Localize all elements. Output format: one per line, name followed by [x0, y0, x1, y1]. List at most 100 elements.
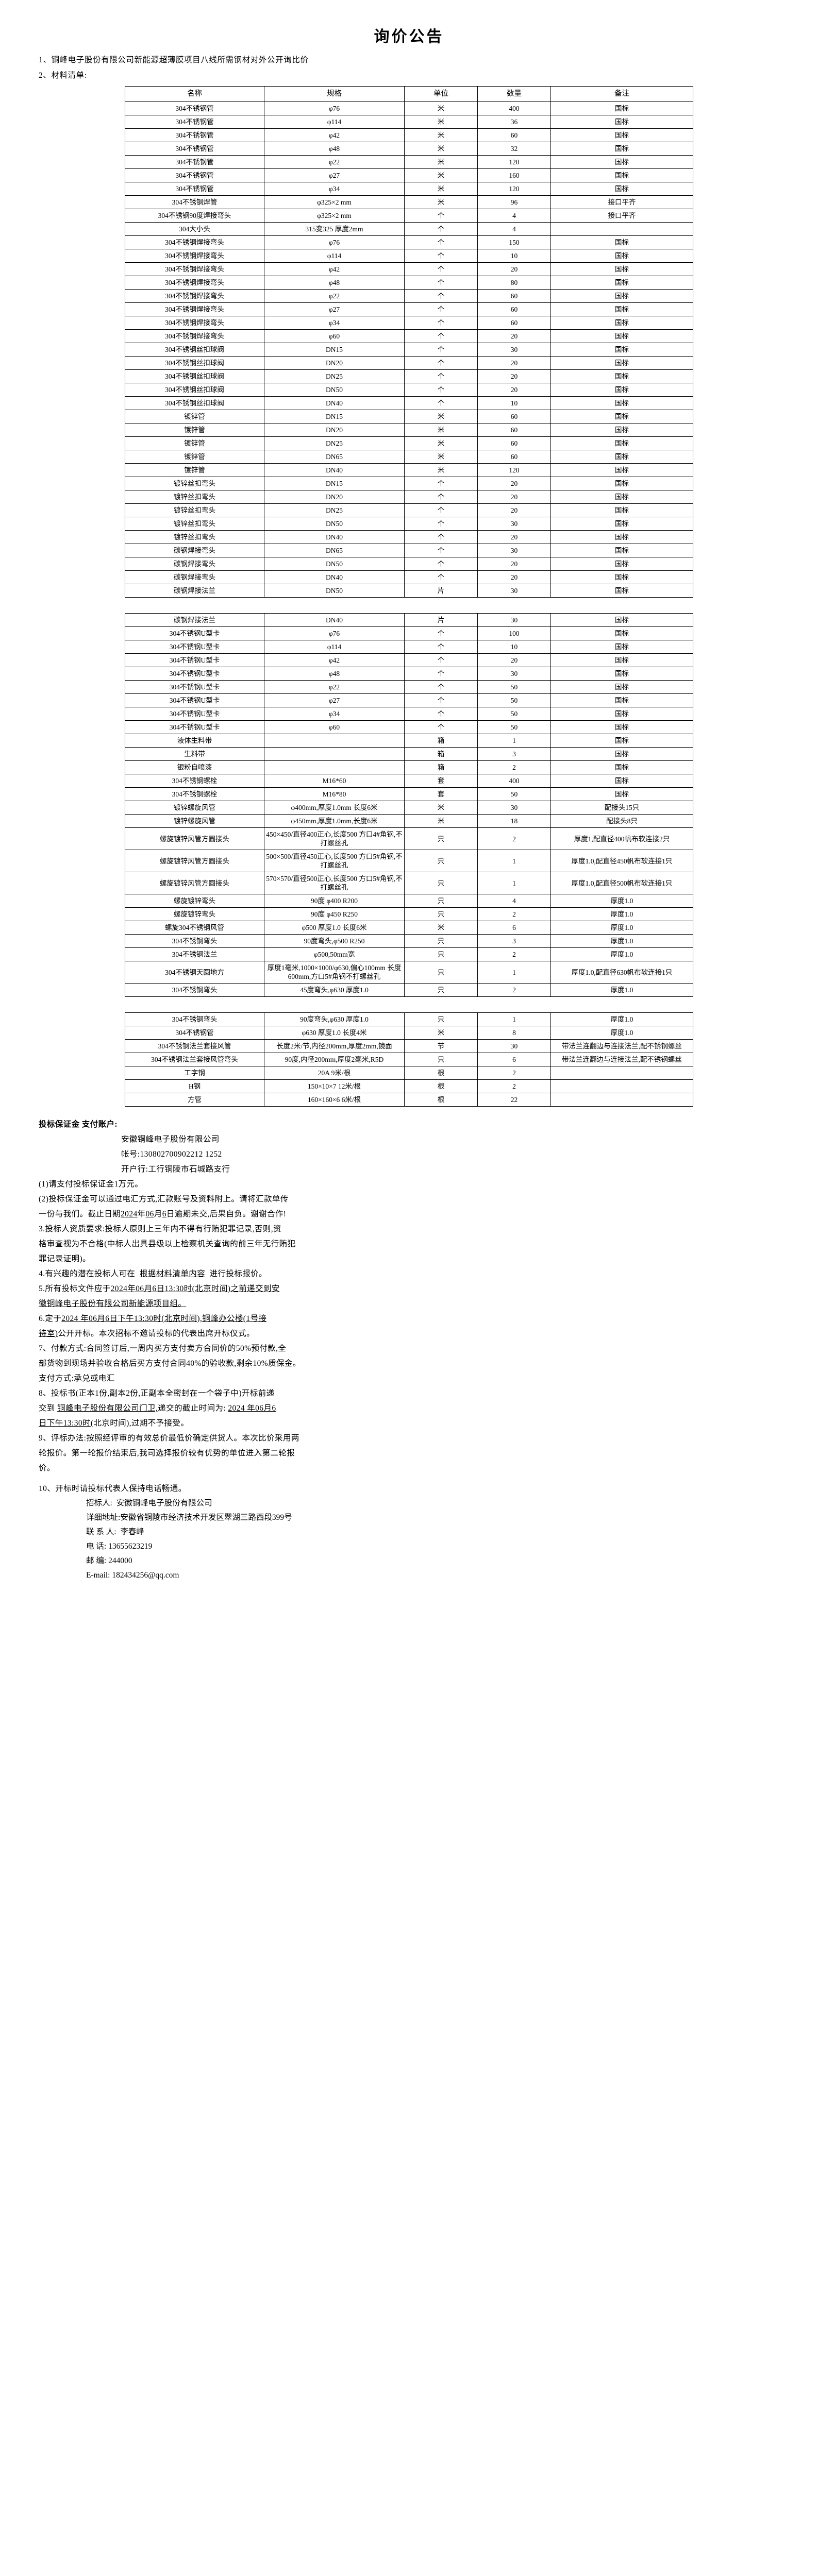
- table-cell: 304不锈钢管: [125, 168, 264, 182]
- table-cell: 国标: [550, 316, 693, 330]
- table-row: 碳钢焊接弯头 DN50 个 20 国标: [125, 557, 693, 571]
- table-cell: 国标: [550, 490, 693, 504]
- table-row: 304不锈钢丝扣球阀 DN50 个 20 国标: [125, 383, 693, 397]
- table-cell: 片: [404, 584, 478, 598]
- table-row: 304不锈钢管 φ34 米 120 国标: [125, 182, 693, 196]
- table-cell: 304不锈钢U型卡: [125, 667, 264, 681]
- document-page: 询价公告 1、铜峰电子股份有限公司新能源超薄膜项目八线所需钢材对外公开询比价 2…: [0, 24, 818, 1598]
- table-row: 碳钢焊接法兰 DN40 片 30 国标: [125, 613, 693, 627]
- table-cell: 国标: [550, 503, 693, 517]
- table-cell: 配接头8只: [550, 814, 693, 828]
- table-cell: 20: [477, 369, 551, 383]
- materials-tbody-1: 304不锈钢管 φ76 米 400 国标 304不锈钢管 φ114 米 36 国标 304不锈钢管 φ…: [125, 101, 693, 598]
- table-cell: 国标: [550, 667, 693, 681]
- table-cell: 国标: [550, 613, 693, 627]
- table-cell: M16*60: [264, 774, 405, 788]
- table-row: 304不锈钢管 φ630 厚度1.0 长度4米米 8 厚度1.0: [125, 1026, 693, 1040]
- table-cell: 米: [404, 801, 478, 815]
- table-cell: DN25: [264, 436, 405, 450]
- table-cell: 螺旋镀锌风管方圆接头: [125, 872, 264, 894]
- table-cell: 4: [477, 222, 551, 236]
- table-cell: 米: [404, 436, 478, 450]
- table-cell: 20: [477, 477, 551, 490]
- table-cell: 304不锈钢焊接弯头: [125, 262, 264, 276]
- table-cell: 个: [404, 653, 478, 667]
- materials-tbody-3: 304不锈钢弯头 90度弯头,φ630 厚度1.0 只 1 厚度1.0 304不锈钢管 φ6…: [125, 1012, 693, 1107]
- table-cell: 304不锈钢管: [125, 182, 264, 196]
- table-row: 镀锌丝扣弯头 DN25 个 20 国标: [125, 503, 693, 517]
- table-cell: 镀锌丝扣弯头: [125, 477, 264, 490]
- table-cell: 镀锌螺旋风管: [125, 801, 264, 815]
- table-cell: 304不锈钢管: [125, 142, 264, 156]
- table-cell: 6: [477, 1053, 551, 1066]
- table-cell: 个: [404, 222, 478, 236]
- table-cell: 304不锈钢法兰套接风管弯头: [125, 1053, 264, 1066]
- table-cell: φ325×2 mm: [264, 195, 405, 209]
- table-row: 304不锈钢管 φ27 米 160 国标: [125, 168, 693, 182]
- table-cell: φ114: [264, 640, 405, 654]
- materials-table-part3: 304不锈钢弯头 90度弯头,φ630 厚度1.0 只 1 厚度1.0 304不锈钢管 φ6…: [125, 1012, 693, 1107]
- table-row: 镀锌丝扣弯头 DN20 个 20 国标: [125, 490, 693, 504]
- col-header-unit: 单位: [404, 86, 478, 102]
- table-row: 304不锈钢法兰套接风管弯头 90度,内径200mm,厚度2毫米,R5D 只 6 带法兰…: [125, 1053, 693, 1066]
- table-cell: 箱: [404, 760, 478, 774]
- deposit-bank: 开户行:工行铜陵市石城路支行: [121, 1165, 230, 1174]
- table-cell: 套: [404, 774, 478, 788]
- table-cell: 国标: [550, 760, 693, 774]
- table-cell: 60: [477, 410, 551, 423]
- table-cell: 米: [404, 115, 478, 129]
- phone-line: 电 话: 13655623219: [39, 1539, 761, 1554]
- table-cell: 碳钢焊接弯头: [125, 544, 264, 557]
- table-row: 304不锈钢丝扣球阀 DN20 个 20 国标: [125, 356, 693, 370]
- table-cell: [550, 1093, 693, 1107]
- table-cell: 米: [404, 128, 478, 142]
- table-cell: M16*80: [264, 787, 405, 801]
- table-cell: 304不锈钢螺栓: [125, 787, 264, 801]
- term-8-line1: 8、投标书(正本1份,副本2份,正副本全密封在一个袋子中)开标前递: [39, 1389, 275, 1398]
- table-cell: 国标: [550, 396, 693, 410]
- table-cell: 国标: [550, 477, 693, 490]
- table-cell: [264, 747, 405, 761]
- table-cell: 304不锈钢U型卡: [125, 626, 264, 640]
- table-cell: 20: [477, 490, 551, 504]
- table-row: 螺旋304不锈钢风管 φ500 厚度1.0 长度6米米 6 厚度1.0: [125, 921, 693, 935]
- table-cell: 厚度1.0: [550, 934, 693, 948]
- table-row: 碳钢焊接弯头 DN65 个 30 国标: [125, 544, 693, 557]
- table-cell: 304大小头: [125, 222, 264, 236]
- table-cell: 国标: [550, 289, 693, 303]
- table-cell: DN40: [264, 613, 405, 627]
- table-cell: 只: [404, 947, 478, 961]
- table-cell: 个: [404, 356, 478, 370]
- table-cell: φ48: [264, 667, 405, 681]
- table-cell: 1: [477, 734, 551, 748]
- table-cell: 带法兰连翻边与连接法兰,配不锈钢螺丝: [550, 1053, 693, 1066]
- table-cell: 2: [477, 1066, 551, 1080]
- term-6-post: 公开开标。本次招标不邀请投标的代表出席开标仪式。: [58, 1329, 255, 1338]
- table-row: 镀锌管 DN15 米 60 国标: [125, 410, 693, 423]
- table-cell: [550, 1066, 693, 1080]
- term-8-underline-3: 日下午13:30时: [39, 1419, 91, 1428]
- table-cell: 304不锈钢管: [125, 155, 264, 169]
- table-cell: 只: [404, 827, 478, 850]
- table-cell: 厚度1.0: [550, 1026, 693, 1040]
- table-cell: 个: [404, 477, 478, 490]
- table-cell: 长度2米/节,内径200mm,厚度2mm,镜面: [264, 1039, 405, 1053]
- term-2-day: 6: [162, 1210, 166, 1218]
- table-cell: 个: [404, 302, 478, 316]
- table-cell: DN20: [264, 490, 405, 504]
- table-cell: 国标: [550, 142, 693, 156]
- table-cell: 1: [477, 850, 551, 872]
- table-cell: DN50: [264, 517, 405, 531]
- table-cell: 米: [404, 450, 478, 464]
- table-cell: 国标: [550, 584, 693, 598]
- table-cell: 米: [404, 1026, 478, 1040]
- tenderer-value: 安徽铜峰电子股份有限公司: [116, 1499, 212, 1507]
- materials-table-part2: 碳钢焊接法兰 DN40 片 30 国标 304不锈钢U型卡 φ76 个 100 国标 304不锈钢U…: [125, 613, 693, 997]
- table-cell: 60: [477, 302, 551, 316]
- table-cell: 只: [404, 1012, 478, 1026]
- table-cell: 国标: [550, 653, 693, 667]
- table-row: 镀锌丝扣弯头 DN50 个 30 国标: [125, 517, 693, 531]
- table-cell: 生料带: [125, 747, 264, 761]
- table-cell: 米: [404, 423, 478, 437]
- table-cell: 碳钢焊接法兰: [125, 613, 264, 627]
